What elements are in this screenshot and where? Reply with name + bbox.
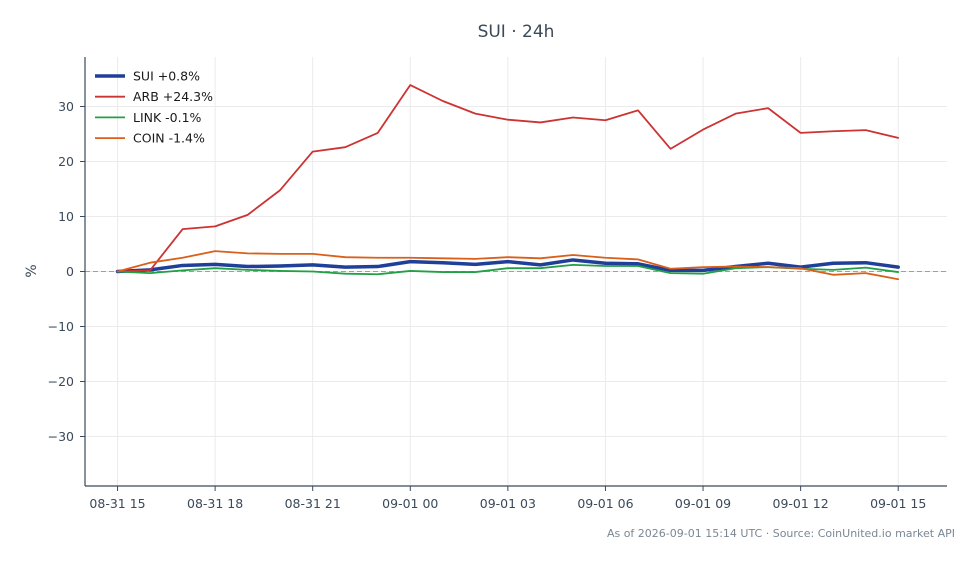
x-tick-label: 08-31 21 xyxy=(285,496,341,511)
legend-label-3: COIN -1.4% xyxy=(133,131,205,146)
legend-label-1: ARB +24.3% xyxy=(133,89,213,104)
legend-label-0: SUI +0.8% xyxy=(133,69,200,84)
x-tick-label: 09-01 09 xyxy=(675,496,731,511)
x-tick-label: 09-01 00 xyxy=(382,496,438,511)
y-tick-label: 10 xyxy=(58,209,74,224)
ticks-layer: 30 20 10 0 −10 −20 −30 08-31 15 08-31 18 08-31 21… xyxy=(48,99,927,511)
x-tick-label: 08-31 15 xyxy=(89,496,145,511)
chart-title: SUI · 24h xyxy=(478,22,555,42)
y-tick-label: −20 xyxy=(48,374,74,389)
y-tick-label: 30 xyxy=(58,99,74,114)
series-line-3 xyxy=(116,250,900,281)
legend-label-2: LINK -0.1% xyxy=(133,110,202,125)
y-axis-label: % xyxy=(24,264,40,277)
series-line-0 xyxy=(115,258,900,274)
legend: SUI +0.8% ARB +24.3% LINK -0.1% COIN -1.4% xyxy=(95,69,213,146)
y-tick-label: −30 xyxy=(48,429,74,444)
y-tick-label: 20 xyxy=(58,154,74,169)
y-tick-label: −10 xyxy=(48,319,74,334)
x-tick-label: 09-01 15 xyxy=(870,496,926,511)
x-tick-label: 09-01 12 xyxy=(773,496,829,511)
x-tick-label: 08-31 18 xyxy=(187,496,243,511)
y-tick-label: 0 xyxy=(66,264,74,279)
series-layer xyxy=(115,84,900,281)
x-tick-label: 09-01 06 xyxy=(577,496,633,511)
footer-source-note: As of 2026-09-01 15:14 UTC · Source: Coi… xyxy=(607,527,955,540)
x-tick-label: 09-01 03 xyxy=(480,496,536,511)
series-line-1 xyxy=(116,84,900,273)
